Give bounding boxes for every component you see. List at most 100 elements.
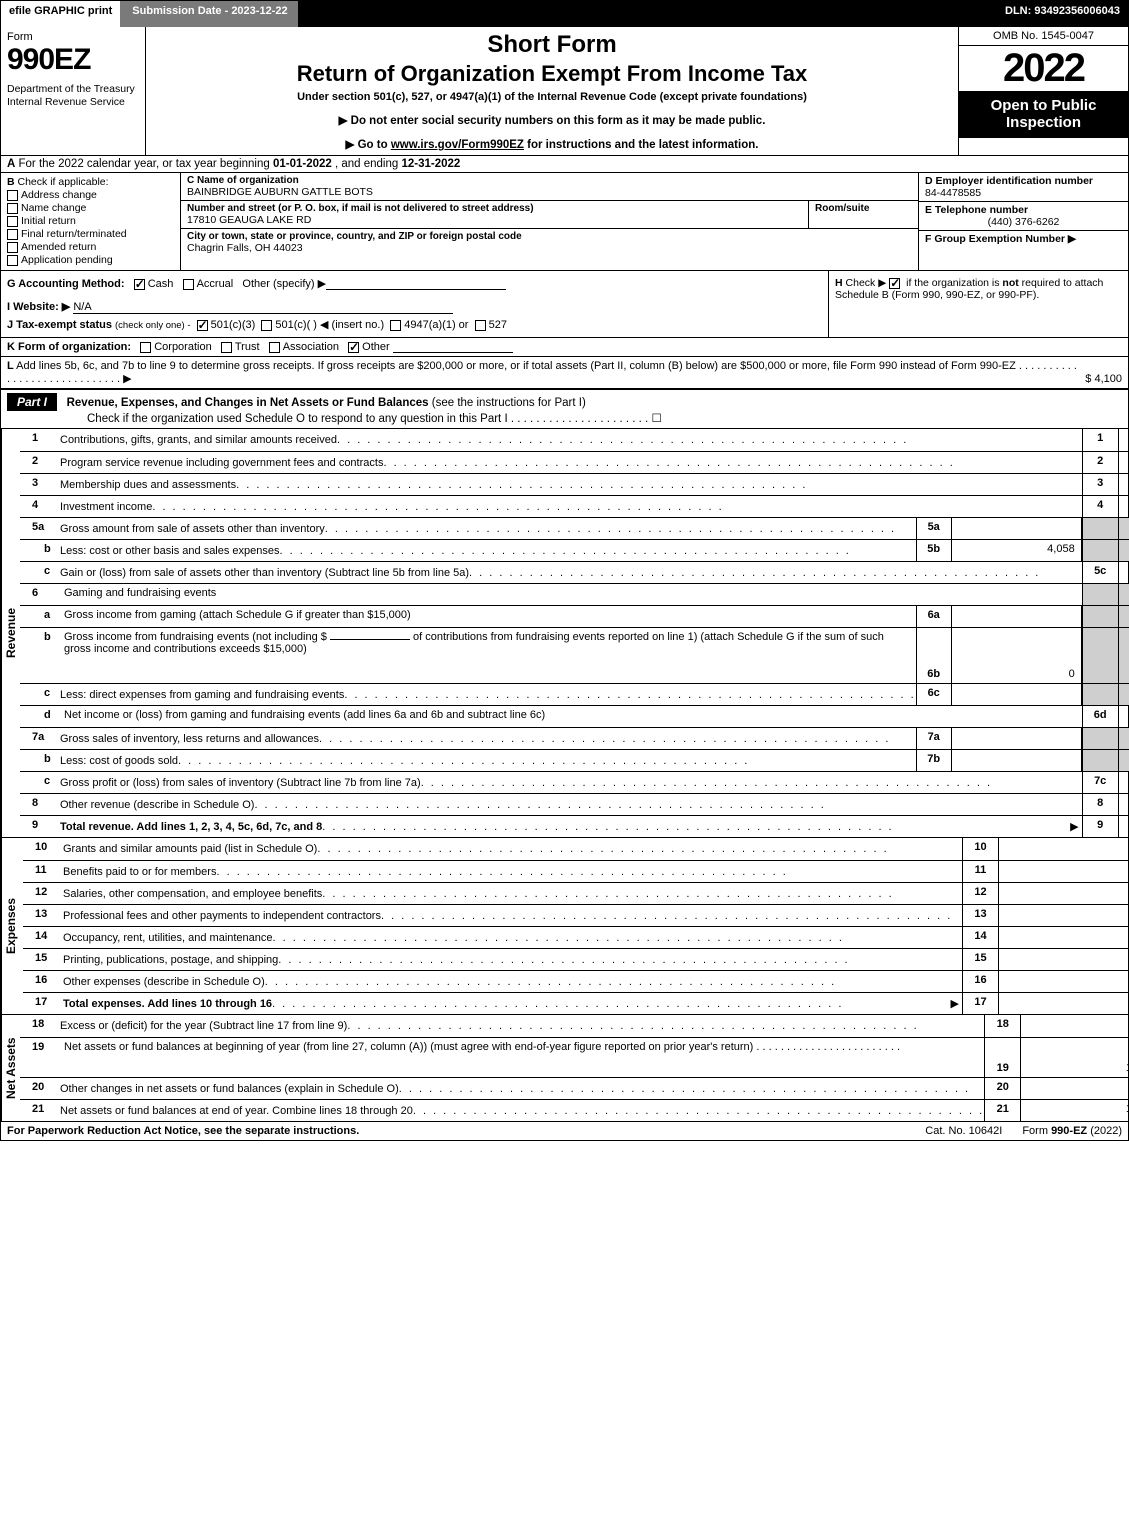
line-6: 6 Gaming and fundraising events	[20, 583, 1129, 605]
l19-desc-text: Net assets or fund balances at beginning…	[64, 1041, 753, 1053]
b-label: Check if applicable:	[15, 176, 109, 188]
l9-desc: Total revenue. Add lines 1, 2, 3, 4, 5c,…	[60, 821, 322, 833]
chk-501c3[interactable]	[197, 320, 208, 331]
chk-corporation[interactable]	[140, 342, 151, 353]
line-2: 2 Program service revenue including gove…	[20, 451, 1129, 473]
topbar-spacer	[298, 1, 997, 27]
l7a-rval	[1118, 728, 1129, 749]
l9-rno: 9	[1082, 816, 1118, 837]
l17-no: 17	[23, 993, 63, 1014]
begin-date: 01-01-2022	[273, 158, 332, 170]
l7b-rval	[1118, 750, 1129, 771]
l6c-no: c	[20, 684, 60, 705]
l12-dots: . . . . . . . . . . . . . . . . . . . . …	[322, 888, 962, 900]
chk-trust[interactable]	[221, 342, 232, 353]
chk-amended-return[interactable]: Amended return	[7, 241, 174, 253]
other-org-line[interactable]	[393, 341, 513, 353]
l15-rno: 15	[962, 949, 998, 970]
header-center: Short Form Return of Organization Exempt…	[146, 27, 958, 155]
opt-501c: 501(c)( ) ◀ (insert no.)	[275, 319, 384, 331]
l7b-midval	[952, 750, 1082, 771]
l7c-desc: Gross profit or (loss) from sales of inv…	[60, 777, 421, 789]
chk-initial-return[interactable]: Initial return	[7, 215, 174, 227]
l6c-rno	[1082, 684, 1118, 705]
l8-rval	[1118, 794, 1129, 815]
l8-desc: Other revenue (describe in Schedule O)	[60, 799, 254, 811]
form-word: Form	[7, 31, 139, 43]
other-specify-line[interactable]	[326, 278, 506, 290]
l7c-dots: . . . . . . . . . . . . . . . . . . . . …	[421, 777, 1082, 789]
l5a-dots: . . . . . . . . . . . . . . . . . . . . …	[325, 523, 916, 535]
l6b-desc: Gross income from fundraising events (no…	[60, 628, 916, 683]
part1-check-text: Check if the organization used Schedule …	[87, 413, 508, 425]
chk-501c[interactable]	[261, 320, 272, 331]
line-4: 4 Investment income. . . . . . . . . . .…	[20, 495, 1129, 517]
line-12: 12 Salaries, other compensation, and emp…	[23, 882, 1128, 904]
l17-arrow: ▶	[947, 997, 962, 1010]
footer-center: Cat. No. 10642I	[925, 1125, 1002, 1137]
opt-accrual: Accrual	[197, 278, 234, 290]
chk-4947[interactable]	[390, 320, 401, 331]
l5a-midno: 5a	[916, 518, 952, 539]
l5a-rno	[1082, 518, 1118, 539]
website: N/A	[73, 301, 453, 314]
subtitle: Under section 501(c), 527, or 4947(a)(1)…	[154, 91, 950, 103]
chk-name-change[interactable]: Name change	[7, 202, 174, 214]
l4-rno: 4	[1082, 496, 1118, 517]
irs-link[interactable]: www.irs.gov/Form990EZ	[391, 139, 524, 151]
l7a-midval	[952, 728, 1082, 749]
l6a-no: a	[20, 606, 60, 627]
chk-527[interactable]	[475, 320, 486, 331]
row-a: A For the 2022 calendar year, or tax yea…	[1, 156, 1128, 173]
chk-application-pending[interactable]: Application pending	[7, 254, 174, 266]
l16-rval	[998, 971, 1128, 992]
l17-dots: . . . . . . . . . . . . . . . . . . . . …	[272, 998, 947, 1010]
l6-no: 6	[20, 584, 60, 605]
l14-desc: Occupancy, rent, utilities, and maintena…	[63, 932, 273, 944]
line-20: 20 Other changes in net assets or fund b…	[20, 1077, 1129, 1099]
l3-no: 3	[20, 474, 60, 495]
j-label: J Tax-exempt status	[7, 319, 112, 331]
l11-no: 11	[23, 861, 63, 882]
chk-cash[interactable]	[134, 279, 145, 290]
l12-desc: Salaries, other compensation, and employ…	[63, 888, 322, 900]
l6-rval	[1118, 584, 1129, 605]
expenses-table: Expenses 10 Grants and similar amounts p…	[1, 838, 1128, 1015]
chk-address-change[interactable]: Address change	[7, 189, 174, 201]
l21-no: 21	[20, 1100, 60, 1121]
l8-rno: 8	[1082, 794, 1118, 815]
phone: (440) 376-6262	[925, 216, 1122, 228]
chk-other-org[interactable]	[348, 342, 359, 353]
l8-dots: . . . . . . . . . . . . . . . . . . . . …	[254, 799, 1081, 811]
l21-desc: Net assets or fund balances at end of ye…	[60, 1105, 413, 1117]
open-public: Open to Public Inspection	[959, 91, 1128, 138]
opt-4947: 4947(a)(1) or	[404, 319, 468, 331]
chk-association[interactable]	[269, 342, 280, 353]
l20-desc: Other changes in net assets or fund bala…	[60, 1083, 399, 1095]
instr2-post: for instructions and the latest informat…	[524, 139, 759, 151]
l21-rno: 21	[984, 1100, 1020, 1121]
l5a-midval	[952, 518, 1082, 539]
chk-accrual[interactable]	[183, 279, 194, 290]
l13-desc: Professional fees and other payments to …	[63, 910, 381, 922]
d-label: D Employer identification number	[925, 175, 1093, 187]
revenue-side-label: Revenue	[1, 429, 20, 837]
l6a-rval	[1118, 606, 1129, 627]
line-14: 14 Occupancy, rent, utilities, and maint…	[23, 926, 1128, 948]
chk-final-return[interactable]: Final return/terminated	[7, 228, 174, 240]
line-7a: 7a Gross sales of inventory, less return…	[20, 727, 1129, 749]
l14-no: 14	[23, 927, 63, 948]
l7b-no: b	[20, 750, 60, 771]
instruction-2: ▶ Go to www.irs.gov/Form990EZ for instru…	[154, 137, 950, 151]
l6b-midval: 0	[952, 628, 1082, 683]
l11-rno: 11	[962, 861, 998, 882]
part1-checkbox[interactable]: ☐	[651, 413, 661, 425]
short-form-title: Short Form	[154, 31, 950, 59]
l6a-rno	[1082, 606, 1118, 627]
part1-title2: (see the instructions for Part I)	[432, 397, 586, 409]
l7c-rval	[1118, 772, 1129, 793]
l12-rval	[998, 883, 1128, 904]
netassets-side-label: Net Assets	[1, 1015, 20, 1121]
l9-arrow: ▶	[1067, 820, 1082, 833]
chk-schedule-b[interactable]	[889, 278, 900, 289]
